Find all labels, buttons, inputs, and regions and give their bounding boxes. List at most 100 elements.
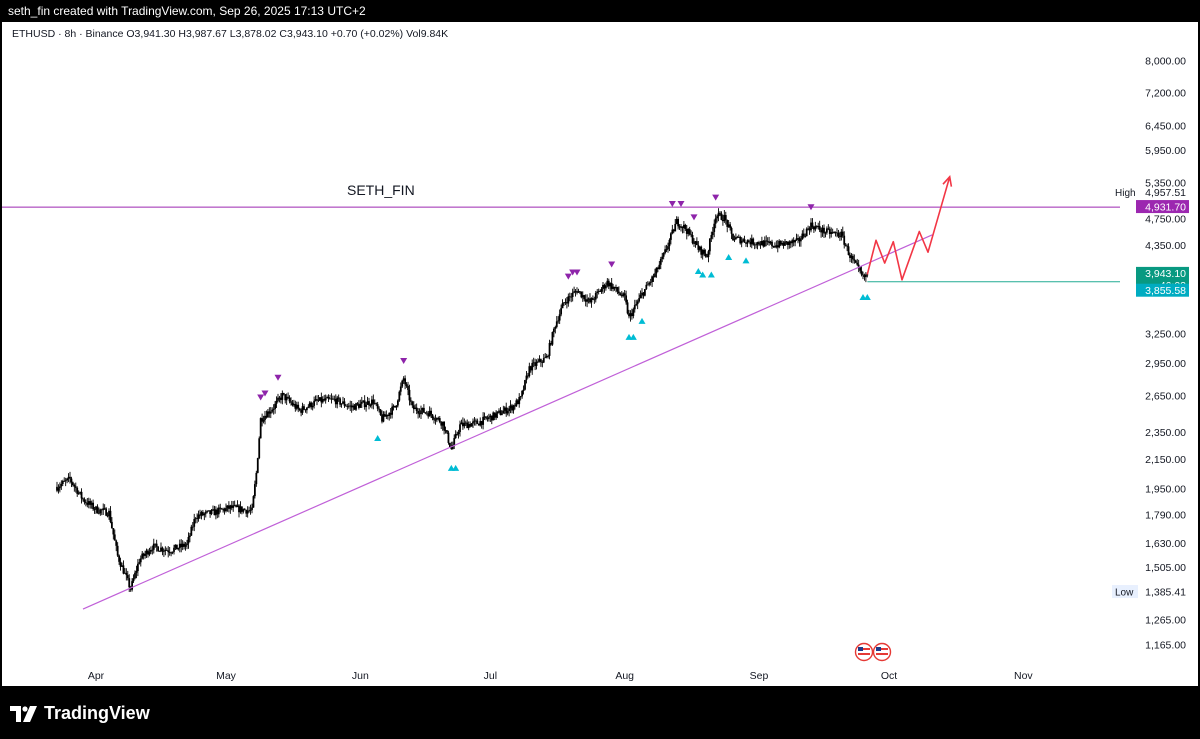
candle-body [833,232,836,233]
candle-body [690,234,693,236]
signal-markers-layer [257,194,871,471]
candle-body [651,276,654,282]
candle-body [136,563,139,572]
candle-body [473,420,476,422]
candle-body [123,572,126,574]
legend-high: H3,987.67 [178,28,227,40]
candle-body [308,402,311,407]
candle-body [538,359,541,362]
candle-body [186,543,188,546]
candle-body [607,280,610,287]
candle-body [802,233,805,237]
chart-panel[interactable]: SETH_FIN 8,000.00 7,200.00 6,450.00 5,950.0… [2,22,1198,686]
price-scale-background [1120,22,1198,686]
candle-body [304,409,307,411]
candle-body [503,407,506,411]
candle-body [363,400,366,408]
candle-body [643,289,646,296]
candle-body [528,366,531,377]
candle-body [717,212,720,217]
projection-path [866,176,951,281]
high-caption: High [1115,188,1136,199]
candle-body [316,399,318,401]
candle-body [723,215,726,222]
candle-body [95,506,97,510]
candle-body [633,305,636,310]
price-tick-label: 6,450.00 [1145,121,1186,133]
buy-signal-marker [452,464,460,471]
footer-bar: TradingView [0,686,1200,739]
candle-body [758,242,760,245]
price-tick-label: 2,950.00 [1145,358,1186,370]
candle-body [359,403,362,408]
candle-body [788,241,791,245]
resistance-price-tag-bg [1136,200,1189,214]
candle-body [691,235,694,244]
candle-body [373,403,376,405]
candle-body [271,409,274,412]
price-tick-label: 2,350.00 [1145,427,1186,439]
candle-body [180,543,183,547]
candle-body [396,400,399,406]
candle-body [594,292,597,300]
candle-body [282,393,285,395]
candle-body [379,409,382,415]
candle-body [638,298,641,302]
support-price-tag-bg [1136,283,1189,297]
candle-body [714,218,717,224]
candle-body [141,553,144,559]
candle-body [321,399,324,403]
buy-signal-marker [707,271,715,278]
candle-body [229,505,232,509]
candle-body [303,406,305,410]
candle-body [99,509,102,514]
time-tick-label: Nov [1014,670,1033,682]
candle-body [688,229,691,235]
candle-body [700,246,703,255]
candle-body [266,411,269,418]
candle-body [118,555,121,562]
candle-body [168,552,171,553]
candle-body [415,407,418,412]
candle-body [766,240,769,242]
candle-body [60,483,63,487]
candle-body [408,389,411,401]
candle-body [337,397,340,399]
candle-body [119,561,122,567]
candle-body [446,430,448,433]
candle-body [240,506,243,512]
candle-body [661,256,664,260]
candle-body [187,536,190,544]
candle-body [808,228,811,231]
candle-body [734,237,737,240]
candle-body [74,486,77,488]
candle-body [775,245,778,248]
candle-body [525,375,528,381]
price-tick-label: 1,265.00 [1145,615,1186,627]
candle-body [716,216,719,219]
candle-body [167,550,170,553]
candle-body [56,486,58,491]
chart-canvas[interactable]: SETH_FIN 8,000.00 7,200.00 6,450.00 5,950.0… [2,22,1198,686]
candle-body [477,423,480,426]
symbol-legend[interactable]: ETHUSD · 8h · Binance O3,941.30 H3,987.6… [12,28,448,40]
legend-symbol[interactable]: ETHUSD · 8h · Binance [12,28,124,40]
candle-body [737,236,740,238]
candle-body [840,231,843,238]
candle-body [496,411,499,414]
candle-body [314,399,317,401]
price-tick-label: 3,250.00 [1145,329,1186,341]
candle-body [825,228,828,233]
tradingview-logo[interactable]: TradingView [10,703,150,724]
candle-body [414,407,417,410]
candle-body [300,410,303,413]
sell-signal-marker [400,358,408,365]
sell-signal-marker [608,261,616,268]
candle-body [370,399,373,406]
candle-body [134,572,136,579]
candle-body [746,240,749,244]
buy-signal-marker [638,317,646,324]
candle-body [420,410,422,414]
candle-body [457,432,460,435]
candle-body [792,240,795,243]
